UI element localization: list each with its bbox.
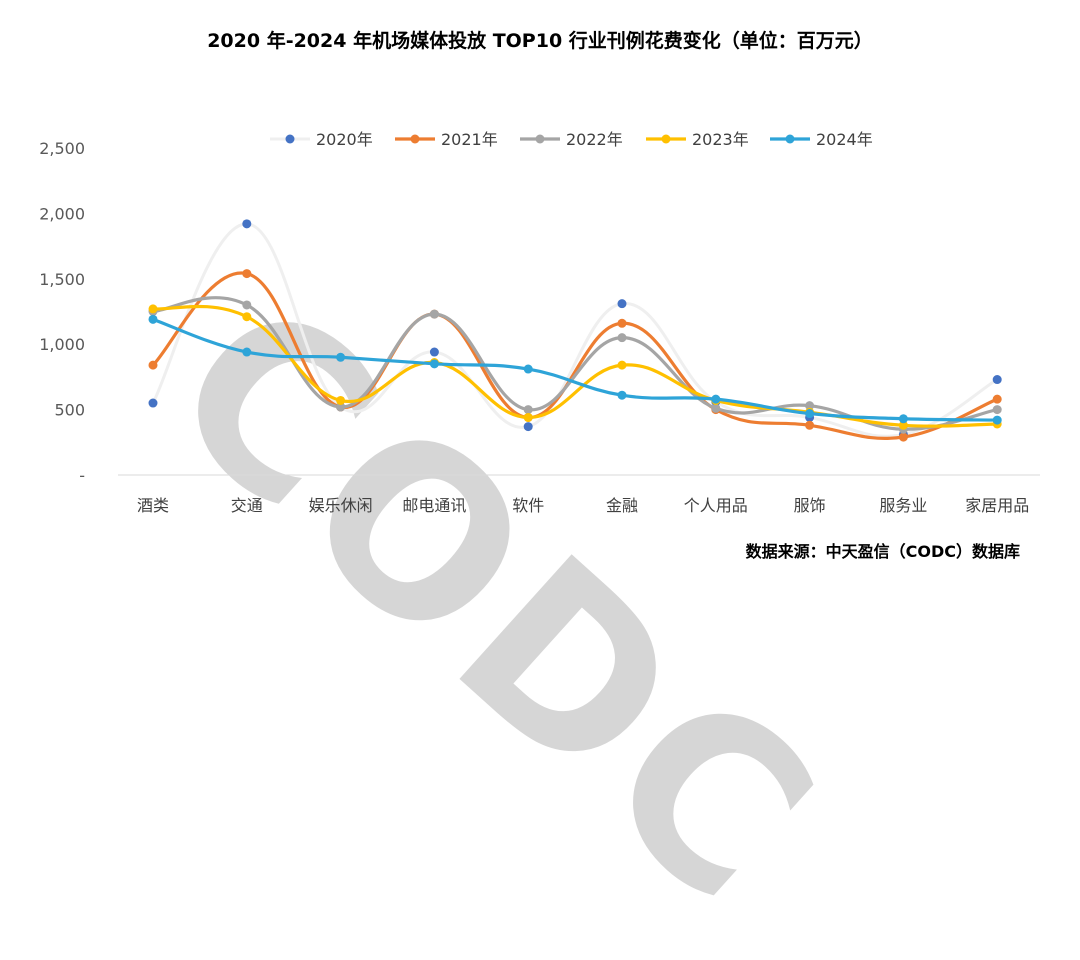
y-tick-label: - — [79, 466, 85, 485]
series-2022-point — [523, 405, 533, 415]
series-2024-point — [711, 394, 721, 404]
legend-2024-swatch-marker — [785, 134, 795, 144]
series-2023-point — [523, 412, 533, 422]
chart-title: 2020 年-2024 年机场媒体投放 TOP10 行业刊例花费变化（单位：百万… — [207, 30, 873, 52]
x-tick-label: 个人用品 — [684, 496, 748, 515]
series-2022-point — [336, 402, 346, 412]
series-2024-point — [336, 352, 346, 362]
x-tick-label: 邮电通讯 — [402, 496, 466, 515]
y-tick-label: 2,500 — [39, 139, 85, 158]
series-2024-point — [898, 414, 908, 424]
series-2022-point — [711, 403, 721, 413]
legend-2022-swatch-marker — [535, 134, 545, 144]
series-2024-point — [617, 390, 627, 400]
data-source-note: 数据来源：中天盈信（CODC）数据库 — [745, 542, 1020, 561]
x-tick-label: 交通 — [231, 496, 263, 515]
series-2024-point — [148, 314, 158, 324]
series-2021-point — [242, 269, 252, 279]
series-2023-point — [148, 304, 158, 314]
series-2020-point — [992, 375, 1002, 385]
series-2023-point — [336, 395, 346, 405]
legend-2022-label: 2022年 — [566, 130, 623, 149]
x-tick-label: 酒类 — [137, 496, 169, 515]
series-2021-point — [898, 432, 908, 442]
y-tick-label: 1,500 — [39, 270, 85, 289]
x-tick-label: 娱乐休闲 — [309, 496, 373, 515]
series-2021-line — [151, 271, 999, 440]
series-2023-point — [898, 420, 908, 430]
legend-2020-swatch-marker — [285, 134, 295, 144]
legend-2023-label: 2023年 — [692, 130, 749, 149]
series-2020-point — [429, 347, 439, 357]
series-2023-point — [617, 360, 627, 370]
series-2022-point — [992, 405, 1002, 415]
series-2022-point — [429, 309, 439, 319]
series-2024-point — [992, 415, 1002, 425]
series-2020-point — [148, 398, 158, 408]
series-2020-point — [242, 219, 252, 229]
series-2024-point — [242, 347, 252, 357]
legend-2023-swatch-marker — [661, 134, 671, 144]
series-2020-faint-line — [151, 222, 998, 438]
series-2022-point — [805, 401, 815, 411]
series-2020-point — [617, 299, 627, 309]
x-tick-label: 服务业 — [879, 496, 927, 515]
legend-2020-label: 2020年 — [316, 130, 373, 149]
series-2021-point — [992, 394, 1002, 404]
x-tick-label: 软件 — [512, 496, 544, 515]
x-tick-label: 金融 — [606, 496, 638, 515]
series-2021-point — [617, 318, 627, 328]
legend-2021-label: 2021年 — [441, 130, 498, 149]
series-2022-point — [617, 333, 627, 343]
line-chart: - 500 1,000 1,500 2,000 2,500 酒类 交通 娱乐休闲 邮电通讯 软件 金融… — [39, 130, 1040, 515]
y-tick-label: 2,000 — [39, 204, 85, 223]
series-2023-point — [242, 312, 252, 322]
series-2020-point — [523, 422, 533, 432]
series-2024-point — [429, 359, 439, 369]
legend-2021-swatch-marker — [410, 134, 420, 144]
x-tick-label: 服饰 — [794, 496, 826, 515]
series-2022-point — [242, 300, 252, 310]
series-2021-point — [805, 420, 815, 430]
y-tick-label: 500 — [54, 401, 85, 420]
series-2021-point — [148, 360, 158, 370]
series-2024-point — [805, 409, 815, 419]
series-2024-line — [151, 317, 999, 422]
series-2024-point — [523, 364, 533, 374]
y-tick-label: 1,000 — [39, 335, 85, 354]
legend-2024-label: 2024年 — [816, 130, 873, 149]
x-tick-label: 家居用品 — [965, 496, 1029, 515]
